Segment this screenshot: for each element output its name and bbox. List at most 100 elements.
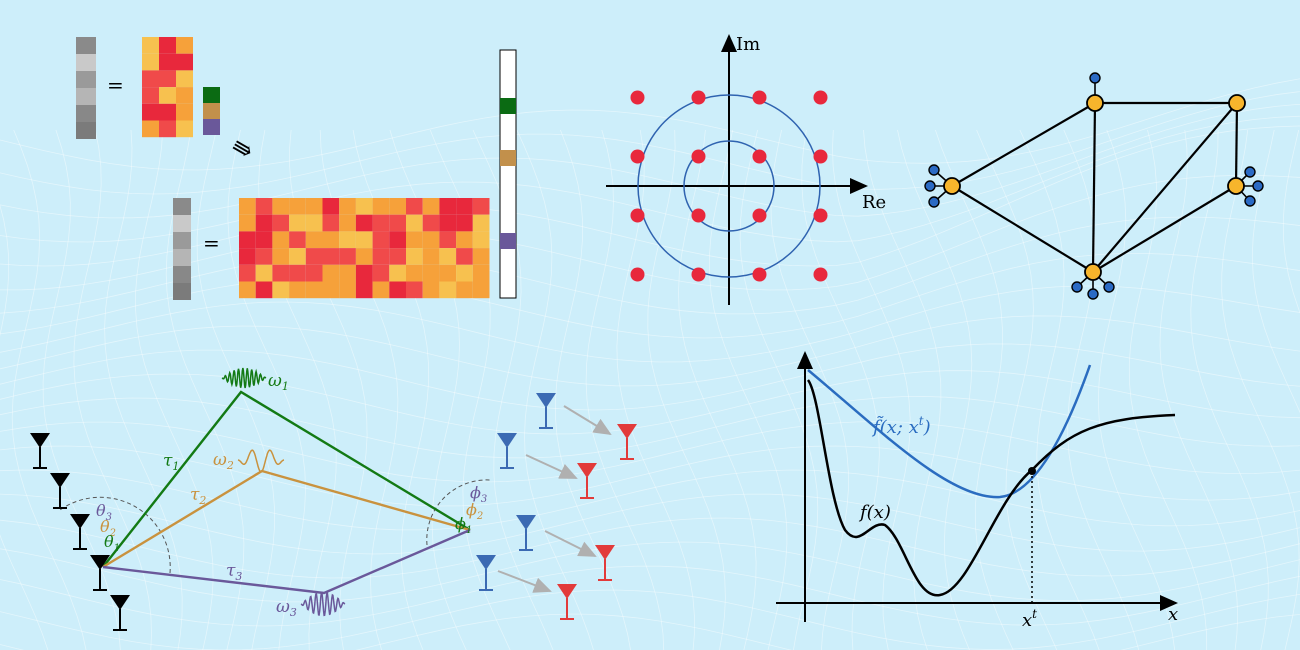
heat-cell xyxy=(339,198,356,215)
heat-cell xyxy=(406,248,423,265)
phi2-label: ϕ2 xyxy=(466,500,483,522)
heat-cell xyxy=(456,198,473,215)
tau3-label: τ3 xyxy=(226,561,242,583)
heat-cell xyxy=(239,198,256,215)
constellation-point xyxy=(813,267,828,282)
constellation-point xyxy=(691,90,706,105)
heat-cell xyxy=(255,248,273,265)
heat-cell xyxy=(389,214,406,232)
heat-cell xyxy=(322,198,340,215)
heat-cell xyxy=(159,70,176,88)
matrix-factorization-panel: = ⇛ = xyxy=(76,37,517,300)
antenna-icon xyxy=(30,433,50,469)
heat-cell xyxy=(389,231,406,249)
heat-cell xyxy=(355,264,373,282)
omega2-wavelet xyxy=(237,449,285,473)
heat-cell xyxy=(389,264,406,282)
constellation-point xyxy=(691,267,706,282)
tall-sparse-vector xyxy=(499,49,517,299)
heat-cell xyxy=(439,231,457,249)
heat-cell xyxy=(239,248,256,265)
heat-cell xyxy=(322,231,340,249)
heat-cell xyxy=(255,281,273,299)
tangent-point xyxy=(1028,467,1036,475)
heat-cell xyxy=(142,87,159,104)
hub-node xyxy=(1228,94,1246,112)
vector-cell xyxy=(203,87,220,103)
gray-cell xyxy=(173,215,191,232)
heat-cell xyxy=(239,281,256,299)
constellation-point xyxy=(813,90,828,105)
heat-cell xyxy=(142,53,159,71)
mapping-arrow xyxy=(563,405,612,436)
aoa-arc xyxy=(426,479,491,546)
antenna-icon xyxy=(497,433,517,469)
antenna-icon xyxy=(557,584,577,620)
theta2-label: θ2 xyxy=(100,517,116,539)
constellation-point xyxy=(813,149,828,164)
outer-ring xyxy=(637,94,821,278)
leaf-node xyxy=(1103,281,1115,293)
heat-cell xyxy=(439,248,457,265)
heat-cell xyxy=(472,231,490,249)
heat-cell xyxy=(322,214,340,232)
graph-edge xyxy=(1091,102,1097,273)
heat-cell xyxy=(289,264,306,282)
heat-cell xyxy=(422,281,440,299)
heat-cell xyxy=(272,214,290,232)
gray-cell xyxy=(173,283,191,300)
heat-cell xyxy=(339,248,356,265)
mapping-arrow xyxy=(544,530,597,557)
heat-cell xyxy=(176,87,193,104)
heat-cell xyxy=(305,264,323,282)
surrogate-label: f̃(x; xt) xyxy=(871,414,931,438)
heat-cell xyxy=(355,248,373,265)
heat-cell xyxy=(176,70,193,88)
heat-cell xyxy=(406,231,423,249)
gray-vector-top xyxy=(76,37,96,139)
heat-cell xyxy=(255,264,273,282)
constellation-point xyxy=(752,208,767,223)
objective-label: f(x) xyxy=(858,502,891,523)
heat-cell xyxy=(272,264,290,282)
path-3-purple xyxy=(102,528,471,595)
heat-cell xyxy=(255,198,273,215)
heat-cell xyxy=(272,231,290,249)
heat-cell xyxy=(372,214,390,232)
constellation-point xyxy=(630,149,645,164)
hub-node xyxy=(943,177,961,195)
antenna-icon xyxy=(595,545,615,581)
leaf-node xyxy=(1252,180,1264,192)
gray-cell xyxy=(76,105,96,122)
graph-edge xyxy=(1234,102,1239,187)
heat-cell xyxy=(176,53,193,71)
heat-cell xyxy=(355,198,373,215)
heat-cell xyxy=(289,231,306,249)
equals-sign-small: = xyxy=(107,73,124,97)
heat-cell xyxy=(456,281,473,299)
heat-cell xyxy=(322,248,340,265)
omega3-wavelet xyxy=(300,591,346,617)
gray-cell xyxy=(76,122,96,139)
vector-cell xyxy=(500,233,516,249)
heat-cell xyxy=(439,198,457,215)
leaf-node xyxy=(1244,166,1256,178)
heat-cell xyxy=(176,120,193,138)
gray-cell xyxy=(173,232,191,249)
graph-edge xyxy=(1092,185,1237,273)
tau2-label: τ2 xyxy=(190,485,206,507)
mm-optimization-plot: f̃(x; xt) f(x) xt x xyxy=(776,351,1178,631)
heat-cell xyxy=(355,231,373,249)
heat-cell xyxy=(406,214,423,232)
heat-cell xyxy=(355,281,373,299)
graph-edge xyxy=(951,185,1094,273)
leaf-node xyxy=(1244,195,1256,207)
phi3-label: ϕ3 xyxy=(470,483,487,505)
heat-cell xyxy=(355,214,373,232)
heat-cell xyxy=(472,214,490,232)
leaf-node xyxy=(1087,288,1099,300)
heat-cell xyxy=(272,281,290,299)
gray-cell xyxy=(173,249,191,266)
heat-cell xyxy=(159,120,176,138)
heat-cell xyxy=(422,214,440,232)
